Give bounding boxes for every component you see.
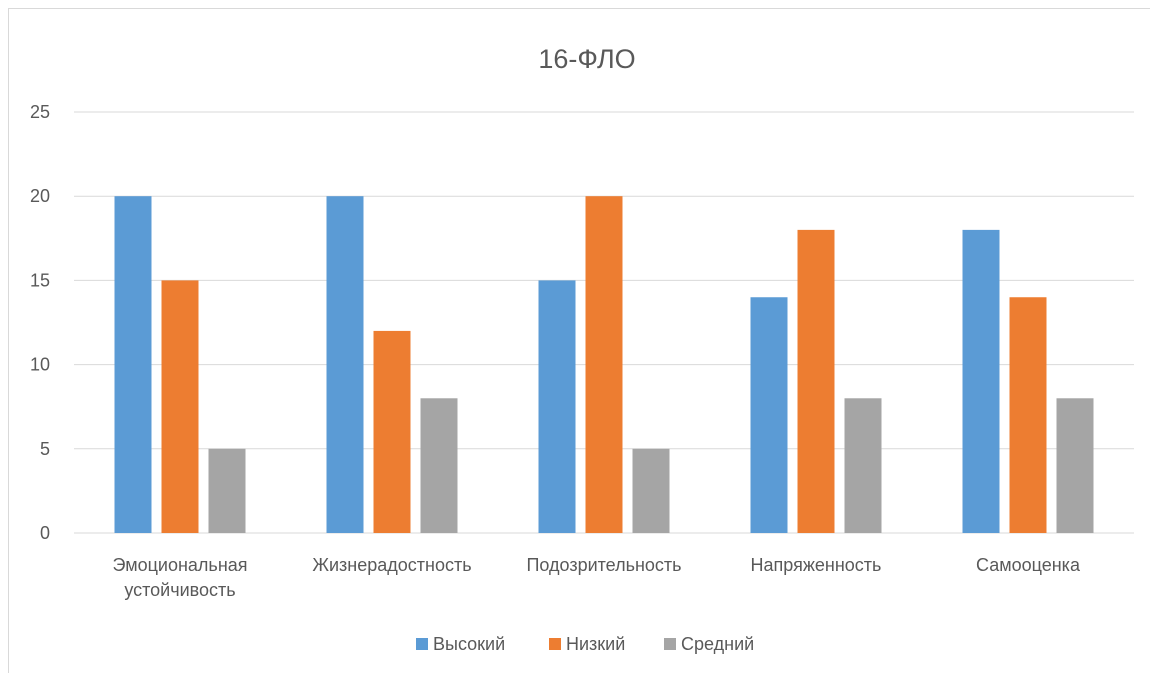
bar-средний-1 [420,398,458,533]
bar-высокий-2 [538,280,576,533]
bar-низкий-4 [1009,297,1047,533]
chart-title: 16-ФЛО [538,44,635,74]
y-tick-label: 25 [30,102,50,122]
bar-высокий-3 [750,297,788,533]
legend-swatch [664,638,676,650]
bar-высокий-0 [114,196,152,533]
y-tick-label: 5 [40,439,50,459]
legend-label: Низкий [566,634,625,654]
y-tick-label: 10 [30,355,50,375]
bar-низкий-2 [585,196,623,533]
x-category-label: Жизнерадостность [312,555,471,575]
legend-label: Высокий [433,634,505,654]
bar-низкий-1 [373,330,411,533]
y-tick-label: 15 [30,270,50,290]
bar-высокий-4 [962,229,1000,533]
x-category-label: Подозрительность [526,555,681,575]
bars [114,196,1094,533]
x-category-label: устойчивость [124,580,235,600]
legend-swatch [549,638,561,650]
y-axis-ticks: 0 5 10 15 20 25 [30,102,50,543]
x-category-label: Эмоциональная [112,555,247,575]
legend-label: Средний [681,634,754,654]
bar-средний-0 [208,448,246,533]
y-tick-label: 20 [30,186,50,206]
bar-средний-2 [632,448,670,533]
bar-низкий-3 [797,229,835,533]
legend: Высокий Низкий Средний [416,634,754,654]
x-category-label: Самооценка [976,555,1081,575]
bar-высокий-1 [326,196,364,533]
bar-низкий-0 [161,280,199,533]
y-tick-label: 0 [40,523,50,543]
legend-swatch [416,638,428,650]
bar-средний-4 [1056,398,1094,533]
x-axis-labels: Эмоциональная устойчивость Жизнерадостност… [112,555,1080,600]
x-category-label: Напряженность [751,555,882,575]
bar-средний-3 [844,398,882,533]
